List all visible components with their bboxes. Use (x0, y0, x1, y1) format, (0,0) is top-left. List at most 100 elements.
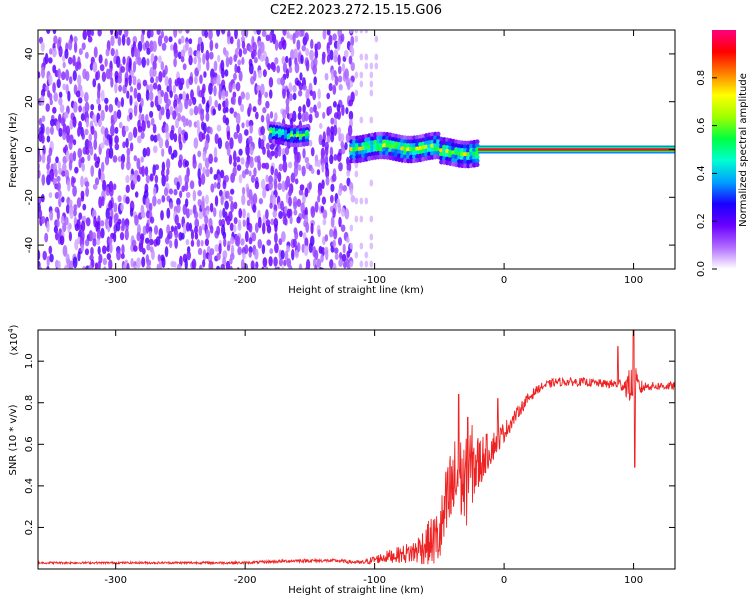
heatmap-cell (354, 170, 359, 178)
heatmap-cell (344, 68, 349, 80)
heatmap-cell (196, 50, 201, 59)
heatmap-cell (276, 65, 281, 74)
heatmap-cell (198, 211, 204, 220)
heatmap-cell (354, 30, 359, 34)
heatmap-cell (218, 209, 223, 219)
heatmap-cell (184, 160, 190, 167)
heatmap-cell (253, 56, 258, 64)
heatmap-cell (242, 47, 248, 55)
heatmap-cell (233, 224, 237, 233)
heatmap-cell (214, 133, 219, 145)
heatmap-cell (49, 118, 55, 127)
heatmap-cell (116, 109, 122, 120)
heatmap-cell (108, 147, 114, 159)
heatmap-cell (38, 249, 41, 261)
heatmap-cell (114, 126, 119, 135)
heatmap-cell (57, 190, 62, 198)
heatmap-x-ticks: -300 -200 -100 0 100 (104, 30, 643, 286)
heatmap-cell (354, 215, 359, 223)
heatmap-cell (314, 201, 319, 213)
heatmap-cell (229, 222, 234, 232)
heatmap-cell (243, 129, 249, 136)
heatmap-cell (246, 199, 251, 207)
heatmap-cell (72, 256, 78, 269)
heatmap-cell (216, 30, 221, 37)
heatmap-cell (165, 139, 169, 149)
heatmap-cell (289, 215, 293, 225)
heatmap-cell (221, 68, 225, 79)
heatmap-cell (258, 198, 264, 205)
heatmap-cell (194, 225, 199, 235)
snr-x-ticks: -300 -200 -100 0 100 (104, 330, 643, 586)
heatmap-cell (136, 174, 141, 182)
heatmap-cell (150, 76, 155, 84)
heatmap-cell (78, 48, 83, 56)
heatmap-cell (169, 129, 175, 141)
heatmap-cell (326, 30, 331, 36)
heatmap-cell (73, 36, 78, 43)
heatmap-cell (292, 110, 297, 123)
heatmap-cell (44, 52, 49, 65)
heatmap-cell-group (38, 30, 675, 269)
heatmap-cell (237, 95, 242, 106)
heatmap-cell (226, 130, 231, 141)
heatmap-cell (302, 192, 306, 205)
heatmap-cell (272, 209, 277, 218)
heatmap-cell (84, 101, 90, 113)
heatmap-cell (303, 245, 309, 257)
heatmap-cell (153, 225, 159, 235)
heatmap-cell (201, 132, 206, 140)
heatmap-cell (53, 225, 59, 234)
heatmap-cell (84, 181, 90, 188)
heatmap-cell (301, 44, 306, 52)
heatmap-cell (38, 266, 43, 269)
heatmap-cell (168, 145, 173, 155)
heatmap-cell (104, 139, 110, 146)
heatmap-cell (140, 156, 144, 163)
heatmap-cell (241, 194, 246, 206)
heatmap-cell (149, 67, 155, 79)
heatmap-cell (292, 84, 297, 93)
snr-y-axis-label: SNR (10 * v/v) (8, 404, 19, 475)
heatmap-cell (145, 222, 149, 234)
heatmap-cell (40, 194, 45, 203)
heatmap-cell (225, 56, 230, 68)
heatmap-cell (142, 79, 148, 87)
heatmap-cell (205, 229, 211, 240)
heatmap-cell (152, 60, 157, 71)
heatmap-cell (42, 250, 47, 261)
heatmap-cell (184, 98, 189, 110)
heatmap-cell (166, 158, 171, 170)
heatmap-cell (67, 56, 73, 65)
heatmap-cell (274, 224, 278, 233)
heatmap-cell (125, 61, 130, 73)
heatmap-cell (277, 171, 282, 183)
heatmap-cell (200, 239, 204, 247)
heatmap-cell (150, 30, 154, 38)
snr-multiplier-label: (x104) (7, 324, 20, 355)
heatmap-cell (354, 161, 359, 169)
heatmap-cell (164, 75, 169, 87)
heatmap-cell (181, 185, 186, 193)
heatmap-cell (68, 38, 73, 51)
heatmap-cell (87, 154, 91, 162)
heatmap-cell (234, 63, 238, 74)
heatmap-cell (65, 204, 70, 214)
heatmap-cell (55, 120, 61, 132)
heatmap-cell (217, 103, 222, 111)
heatmap-cell (317, 88, 321, 100)
heatmap-cell (274, 39, 279, 51)
y-tick-label: 20 (24, 95, 35, 108)
heatmap-cell (341, 62, 346, 72)
heatmap-cell (221, 30, 226, 35)
heatmap-cell (233, 160, 237, 168)
heatmap-cell (354, 197, 359, 205)
heatmap-cell (269, 194, 274, 205)
heatmap-cell (332, 101, 337, 108)
heatmap-cell (65, 150, 70, 162)
heatmap-cell (267, 62, 271, 71)
heatmap-cell (237, 59, 242, 66)
y-tick-label: 40 (24, 48, 35, 61)
y-tick-label: 0.2 (24, 519, 35, 535)
heatmap-cell (349, 44, 354, 52)
